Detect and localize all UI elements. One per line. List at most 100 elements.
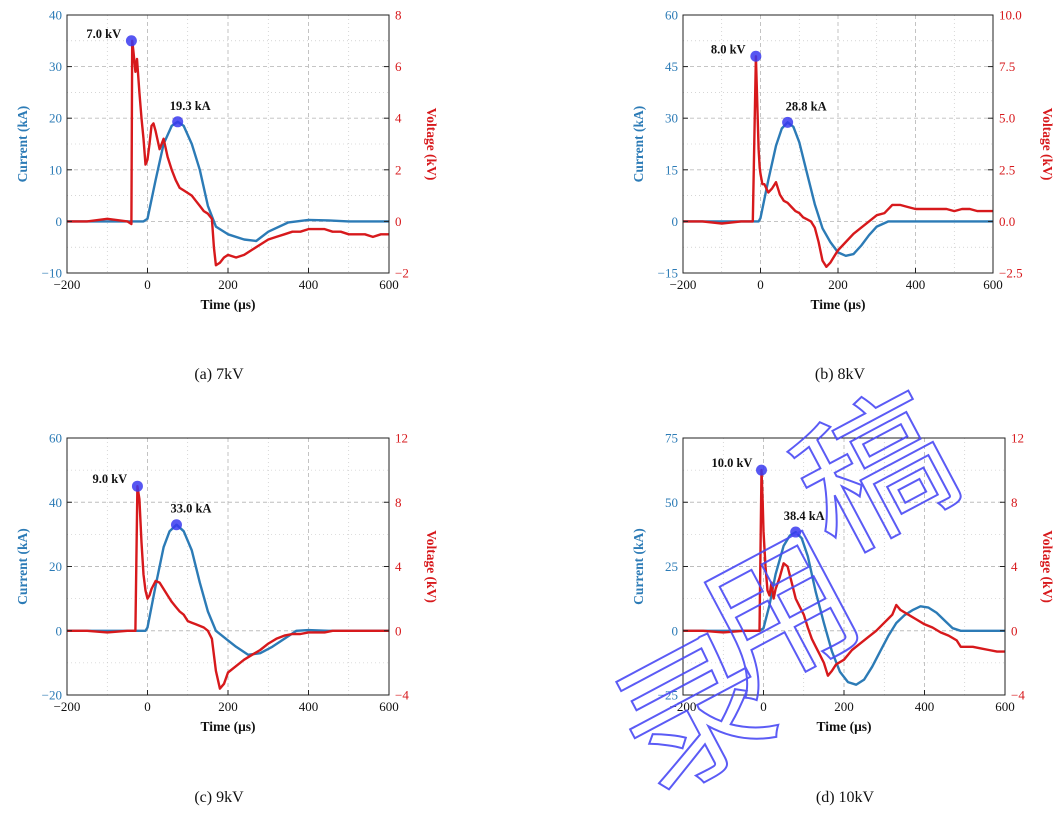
x-tick-label: 0 <box>144 699 151 714</box>
x-tick-label: 600 <box>995 699 1015 714</box>
y-tick-label: 10 <box>49 162 62 177</box>
x-axis-label: Time (μs) <box>810 297 865 312</box>
x-tick-label: 200 <box>828 277 848 292</box>
y-tick-label: 0 <box>672 214 679 229</box>
y2-tick-label: 10.0 <box>999 8 1022 23</box>
y-tick-label: −20 <box>42 688 62 703</box>
peak-annotation: 33.0 kA <box>170 502 211 516</box>
peak-annotation: 28.8 kA <box>786 99 827 113</box>
peak-marker <box>750 50 762 62</box>
x-axis-label: Time (μs) <box>816 719 871 734</box>
peak-marker <box>755 464 767 476</box>
watermark: 录用稿 <box>590 366 982 816</box>
x-tick-label: −200 <box>670 277 697 292</box>
peak-marker <box>790 526 802 538</box>
subfigure-caption: (c) 9kV <box>194 789 244 806</box>
y-tick-label: 30 <box>49 59 62 74</box>
grid <box>683 438 1005 695</box>
y2-tick-label: 6 <box>395 59 402 74</box>
x-tick-label: 200 <box>218 277 238 292</box>
y-tick-label: 50 <box>665 495 678 510</box>
y2-tick-label: 0 <box>395 214 402 229</box>
x-axis-label: Time (μs) <box>200 719 255 734</box>
chart-panel-b: −200 0 200 400 600 −15 0 15 30 45 60 −2.5 0.0 2.5 5.0 7… <box>631 8 1055 384</box>
y2-axis-label: Voltage (kV) <box>424 108 439 181</box>
y-axis-label: Current (kA) <box>631 528 646 605</box>
subfigure-caption: (b) 8kV <box>815 366 866 383</box>
peak-annotation: 10.0 kV <box>711 456 752 470</box>
peak-annotation: 9.0 kV <box>92 472 127 486</box>
peak-marker <box>131 480 143 492</box>
y2-tick-label: 4 <box>395 111 402 126</box>
y-axis-label: Current (kA) <box>631 106 646 183</box>
voltage-series-line <box>67 39 389 267</box>
x-tick-label: 0 <box>144 277 151 292</box>
y-axis-label: Current (kA) <box>15 528 30 605</box>
y2-tick-label: 2.5 <box>999 162 1015 177</box>
subfigure-caption: (a) 7kV <box>194 366 244 383</box>
y-axis-label: Current (kA) <box>15 106 30 183</box>
x-tick-label: 200 <box>834 699 854 714</box>
subfigure-caption: (d) 10kV <box>816 789 875 806</box>
y-tick-label: 0 <box>56 623 63 638</box>
voltage-series-line <box>683 55 993 268</box>
x-tick-label: −200 <box>670 699 697 714</box>
x-tick-label: 600 <box>379 699 399 714</box>
y2-tick-label: −4 <box>395 688 409 703</box>
x-tick-label: 200 <box>218 699 238 714</box>
y-tick-label: 30 <box>665 111 678 126</box>
y2-tick-label: 4 <box>1011 559 1018 574</box>
y2-tick-label: 8 <box>1011 495 1018 510</box>
y2-tick-label: 0 <box>1011 623 1018 638</box>
peak-marker <box>782 116 794 128</box>
peak-annotation: 7.0 kV <box>86 27 121 41</box>
x-tick-label: −200 <box>54 699 81 714</box>
peak-annotation: 19.3 kA <box>170 99 211 113</box>
y2-axis-label: Voltage (kV) <box>1040 530 1055 603</box>
peak-marker <box>170 519 182 531</box>
x-tick-label: 600 <box>983 277 1003 292</box>
y2-tick-label: 0.0 <box>999 214 1015 229</box>
peak-annotation: 8.0 kV <box>711 42 746 56</box>
x-tick-label: 400 <box>299 699 319 714</box>
y2-tick-label: 7.5 <box>999 59 1015 74</box>
y-tick-label: 40 <box>49 8 62 23</box>
y2-axis-label: Voltage (kV) <box>1040 108 1055 181</box>
x-tick-label: 400 <box>299 277 319 292</box>
chart-panel-d: −200 0 200 400 600 −25 0 25 50 75 −4 0 4 8 12 Time (μs)… <box>631 431 1055 807</box>
current-series-line <box>67 523 389 656</box>
chart-panel-a: −200 0 200 400 600 −10 0 10 20 30 40 −2 0 2 4 6 8 Time (μ… <box>15 8 439 384</box>
y2-tick-label: −2.5 <box>999 266 1023 281</box>
y2-tick-label: 5.0 <box>999 111 1015 126</box>
y2-tick-label: −2 <box>395 266 409 281</box>
y-tick-label: −15 <box>658 266 678 281</box>
peak-marker <box>172 116 184 128</box>
current-series-line <box>683 121 993 258</box>
voltage-series-line <box>683 468 1005 677</box>
x-tick-label: 0 <box>760 699 767 714</box>
current-series-line <box>683 530 1005 686</box>
voltage-series-line <box>67 485 389 690</box>
y2-tick-label: 2 <box>395 162 402 177</box>
y2-tick-label: 12 <box>395 431 408 446</box>
y2-tick-label: −4 <box>1011 688 1025 703</box>
y-tick-label: 25 <box>665 559 678 574</box>
y-tick-label: 15 <box>665 162 678 177</box>
y2-tick-label: 8 <box>395 495 402 510</box>
y2-tick-label: 0 <box>395 623 402 638</box>
x-tick-label: 400 <box>906 277 926 292</box>
x-tick-label: 400 <box>915 699 935 714</box>
y-tick-label: 75 <box>665 431 678 446</box>
y-tick-label: 20 <box>49 559 62 574</box>
x-tick-label: 0 <box>757 277 764 292</box>
y2-axis-label: Voltage (kV) <box>424 530 439 603</box>
x-tick-label: 600 <box>379 277 399 292</box>
y-tick-label: 0 <box>672 623 679 638</box>
y-tick-label: 0 <box>56 214 63 229</box>
y-tick-label: −25 <box>658 688 678 703</box>
y-tick-label: 60 <box>49 431 62 446</box>
y2-tick-label: 12 <box>1011 431 1024 446</box>
x-axis-label: Time (μs) <box>200 297 255 312</box>
